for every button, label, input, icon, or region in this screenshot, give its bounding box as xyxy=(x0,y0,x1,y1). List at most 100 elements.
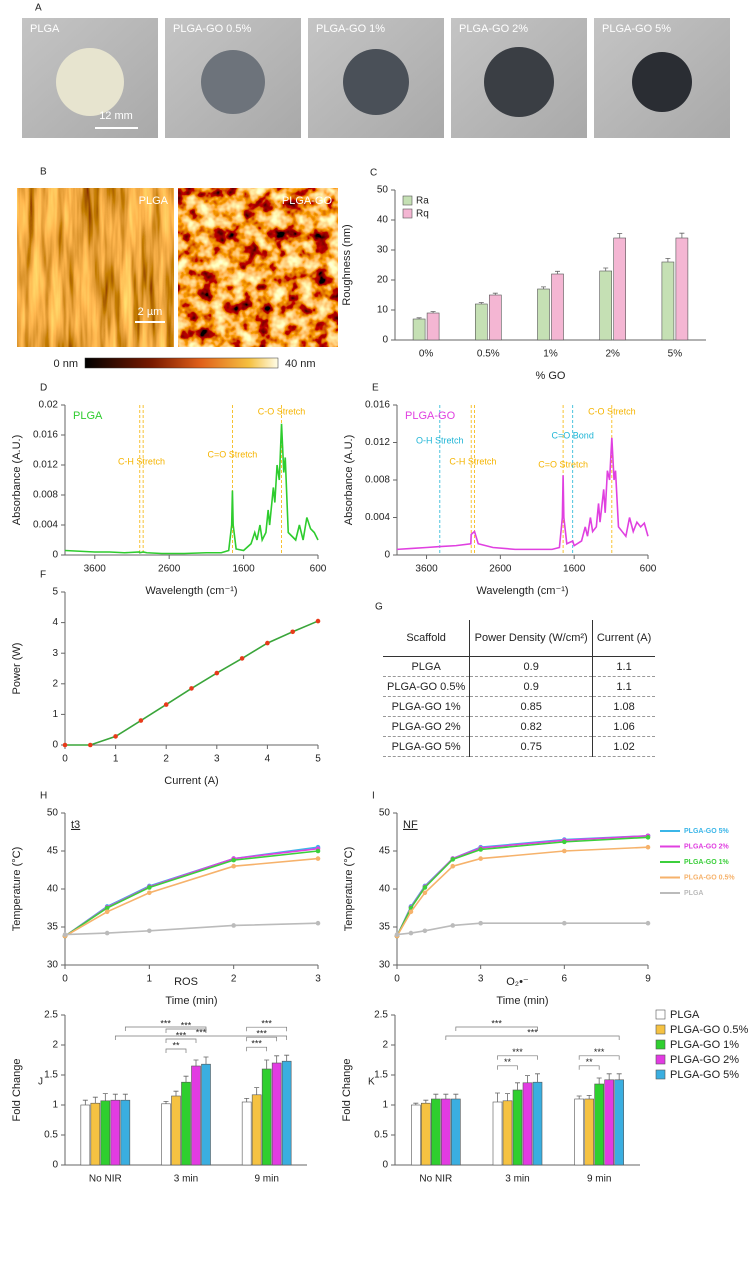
significance-label: *** xyxy=(256,1029,267,1039)
error-bar xyxy=(163,1101,169,1104)
error-bar xyxy=(92,1096,98,1104)
y-axis-label: Fold Change xyxy=(11,1059,23,1122)
y-tick-label: 0 xyxy=(384,550,390,561)
significance-bracket xyxy=(165,1038,197,1043)
y-tick-label: 1.5 xyxy=(44,1070,58,1081)
bar xyxy=(502,1100,513,1166)
scale-label: 2 µm xyxy=(138,306,163,318)
bar xyxy=(171,1095,181,1166)
marker xyxy=(645,835,651,840)
y-tick-label: 45 xyxy=(379,846,391,857)
x-axis-label: Wavelength (cm⁻¹) xyxy=(145,585,237,597)
bar xyxy=(161,1103,171,1166)
error-bar xyxy=(586,1095,592,1099)
bar xyxy=(441,1098,451,1166)
panel-label: J xyxy=(38,1077,43,1088)
y-tick-label: 2.5 xyxy=(374,1010,388,1021)
marker xyxy=(265,640,270,646)
legend-swatch xyxy=(655,1069,666,1080)
bar xyxy=(90,1102,101,1166)
significance-bracket xyxy=(246,1046,268,1052)
colorbar xyxy=(84,357,279,369)
error-bar xyxy=(413,1102,419,1105)
chart-tag: NF xyxy=(403,819,418,831)
marker xyxy=(104,909,110,915)
significance-label: *** xyxy=(176,1030,187,1040)
y-tick-label: 2 xyxy=(382,1040,388,1051)
y-tick-label: 30 xyxy=(377,245,389,256)
marker xyxy=(88,742,93,748)
y-tick-label: 2.5 xyxy=(44,1010,58,1021)
y-tick-label: 5 xyxy=(52,587,58,598)
y-tick-label: 2 xyxy=(52,1040,58,1051)
bar xyxy=(492,1101,503,1166)
legend-label: Ra xyxy=(416,196,429,207)
error-bar xyxy=(515,1082,520,1090)
marker xyxy=(104,905,110,911)
y-tick-label: 30 xyxy=(47,960,59,971)
error-bar xyxy=(274,1055,280,1063)
significance-label: *** xyxy=(160,1018,171,1028)
x-axis-label: Time (min) xyxy=(496,995,548,1007)
line xyxy=(396,922,648,936)
y-tick-label: 0 xyxy=(382,335,388,346)
y-tick-label: 1 xyxy=(382,1100,388,1111)
legend-label: PLGA-GO 0.5% xyxy=(670,1024,748,1036)
line xyxy=(64,846,319,937)
error-bar xyxy=(112,1093,118,1101)
panel-label: A xyxy=(35,3,42,14)
marker xyxy=(189,686,194,691)
image-label: PLGA xyxy=(139,195,169,207)
marker xyxy=(113,734,118,739)
bar xyxy=(181,1081,191,1166)
annotation: C=O Bond xyxy=(552,430,594,440)
x-tick-label: No NIR xyxy=(89,1174,122,1185)
error-bar xyxy=(541,286,546,289)
significance-label: *** xyxy=(594,1047,605,1057)
legend-label: PLGA-GO 1% xyxy=(684,859,730,866)
legend-label: PLGA xyxy=(684,890,703,897)
marker xyxy=(422,890,428,896)
photo-label: PLGA-GO 2% xyxy=(459,23,528,35)
table-cell: 0.82 xyxy=(469,716,593,737)
panel-label: B xyxy=(40,167,47,178)
x-tick-label: 0.5% xyxy=(477,349,500,360)
y-tick-label: 0.008 xyxy=(365,475,390,486)
header-cell: Current (A) xyxy=(592,620,655,657)
error-bar xyxy=(443,1093,449,1099)
annotation: O-H Stretch xyxy=(416,435,464,445)
bar xyxy=(80,1104,91,1166)
x-tick-label: 3 xyxy=(214,754,220,765)
significance-label: *** xyxy=(491,1018,502,1028)
bar xyxy=(675,237,689,341)
x-tick-label: No NIR xyxy=(419,1174,452,1185)
x-tick-label: 2% xyxy=(605,349,620,360)
significance-label: *** xyxy=(196,1027,207,1037)
error-bar xyxy=(596,1077,602,1084)
marker xyxy=(239,656,245,661)
legend-label: PLGA-GO 5% xyxy=(684,828,730,835)
y-axis-label: Fold Change xyxy=(341,1059,353,1122)
marker xyxy=(290,629,296,635)
panel-label: K xyxy=(368,1077,375,1088)
marker xyxy=(562,839,567,845)
afm-image xyxy=(17,188,174,347)
bar xyxy=(261,1068,272,1166)
bar xyxy=(120,1099,131,1166)
photo-label: PLGA-GO 1% xyxy=(316,23,385,35)
panel-label: E xyxy=(372,383,379,394)
error-bar xyxy=(416,317,422,319)
bar xyxy=(412,318,426,341)
disc xyxy=(201,50,265,114)
significance-bracket xyxy=(455,1026,538,1031)
scale-label: 12 mm xyxy=(99,110,133,122)
marker xyxy=(408,909,414,915)
legend-label: PLGA-GO 2% xyxy=(684,843,730,850)
marker xyxy=(163,702,169,707)
error-bar xyxy=(478,302,484,304)
marker xyxy=(450,857,456,862)
legend-label: PLGA-GO 1% xyxy=(670,1039,739,1051)
annotation: C=O Stretch xyxy=(208,449,258,459)
table-cell: PLGA-GO 2% xyxy=(383,716,470,737)
afm-images xyxy=(17,188,338,369)
